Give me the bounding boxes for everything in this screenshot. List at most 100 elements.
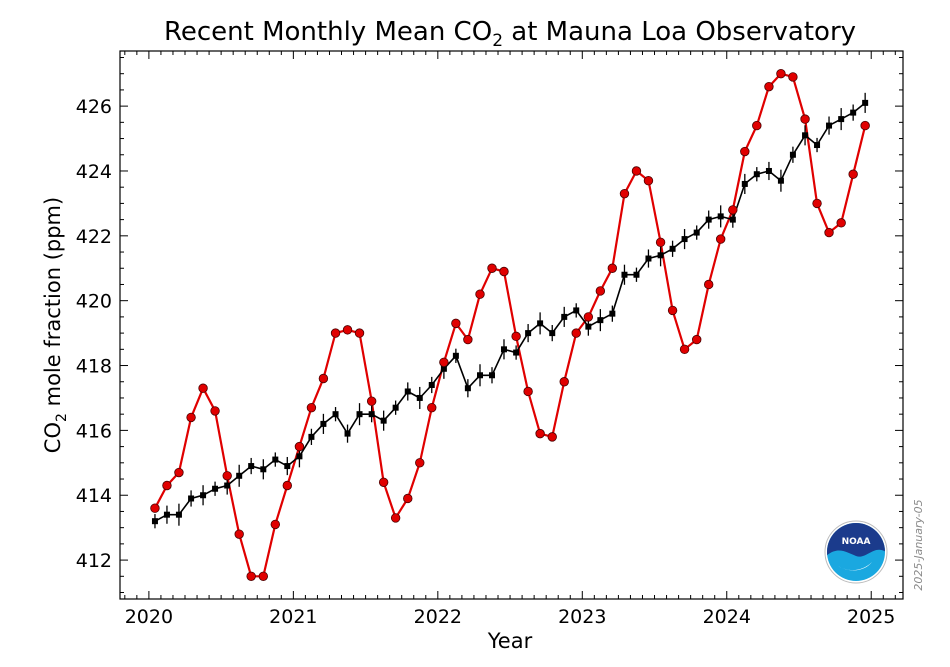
data-point-monthly-mean [619, 188, 630, 199]
data-point-seasonally-adjusted [212, 485, 219, 492]
data-point-seasonally-adjusted [681, 236, 688, 243]
data-point-seasonally-adjusted [802, 132, 809, 139]
data-point-monthly-mean [595, 286, 606, 296]
data-point-monthly-mean [643, 176, 654, 186]
data-point-monthly-mean [427, 402, 437, 413]
y-tick-label: 424 [76, 161, 112, 183]
data-point-seasonally-adjusted [332, 411, 339, 418]
data-point-monthly-mean [403, 493, 413, 504]
chart-title: Recent Monthly Mean CO2 at Mauna Loa Obs… [164, 17, 856, 51]
data-point-monthly-mean [198, 383, 208, 393]
data-point-monthly-mean [150, 503, 160, 513]
x-tick-label: 2022 [414, 606, 462, 628]
data-point-monthly-mean [463, 334, 473, 345]
data-point-seasonally-adjusted [320, 420, 327, 427]
data-point-seasonally-adjusted [669, 245, 676, 252]
data-point-seasonally-adjusted [368, 411, 375, 418]
data-point-seasonally-adjusted [814, 142, 821, 149]
data-point-seasonally-adjusted [296, 453, 303, 460]
data-point-monthly-mean [162, 480, 172, 491]
data-point-seasonally-adjusted [765, 167, 772, 174]
data-point-monthly-mean [848, 169, 858, 179]
x-tick-label: 2025 [847, 606, 895, 628]
y-tick-label: 414 [76, 485, 112, 507]
data-point-seasonally-adjusted [609, 310, 616, 317]
data-point-seasonally-adjusted [452, 352, 459, 359]
data-point-monthly-mean [776, 68, 786, 79]
data-point-monthly-mean [571, 328, 581, 338]
data-point-seasonally-adjusted [741, 180, 748, 187]
data-point-monthly-mean [270, 519, 280, 530]
plot-area [150, 68, 870, 582]
data-point-seasonally-adjusted [428, 381, 435, 388]
data-point-monthly-mean [499, 266, 509, 277]
x-tick-label: 2021 [269, 606, 317, 628]
data-point-seasonally-adjusted [789, 151, 796, 158]
data-point-monthly-mean [631, 166, 642, 176]
data-point-seasonally-adjusted [404, 388, 411, 395]
y-tick-label: 420 [76, 291, 112, 313]
data-point-monthly-mean [752, 120, 762, 131]
noaa-logo-text: NOAA [842, 537, 871, 547]
data-point-seasonally-adjusted [850, 109, 857, 116]
date-stamp: 2025-January-05 [912, 499, 925, 590]
data-point-monthly-mean [210, 406, 220, 416]
y-axis-label: CO2 mole fraction (ppm) [41, 197, 70, 453]
series-line-seasonally-adjusted [154, 102, 866, 522]
data-point-seasonally-adjusted [175, 511, 182, 518]
data-point-monthly-mean [655, 237, 666, 248]
data-point-monthly-mean [186, 412, 196, 423]
data-point-monthly-mean [342, 325, 353, 335]
data-point-monthly-mean [715, 234, 726, 244]
data-point-seasonally-adjusted [356, 411, 363, 418]
data-point-seasonally-adjusted [380, 417, 387, 424]
y-tick-label: 422 [76, 226, 112, 248]
data-point-seasonally-adjusted [573, 307, 580, 314]
data-point-seasonally-adjusted [151, 518, 158, 525]
x-tick-label: 2024 [703, 606, 751, 628]
data-point-seasonally-adjusted [753, 171, 760, 178]
data-point-monthly-mean [812, 198, 822, 209]
data-point-seasonally-adjusted [188, 495, 195, 502]
data-point-monthly-mean [800, 114, 810, 124]
data-point-monthly-mean [390, 513, 401, 523]
data-point-monthly-mean [306, 402, 317, 413]
data-point-seasonally-adjusted [200, 492, 207, 499]
data-point-monthly-mean [788, 72, 798, 82]
data-point-monthly-mean [703, 279, 714, 290]
data-point-monthly-mean [294, 441, 305, 452]
data-point-seasonally-adjusted [272, 456, 279, 463]
y-axis: 412 414 416 418 420 422 424 426 [76, 56, 903, 594]
data-point-seasonally-adjusted [645, 255, 652, 262]
data-point-monthly-mean [860, 120, 870, 131]
data-point-monthly-mean [318, 373, 329, 384]
data-point-seasonally-adjusted [464, 385, 471, 392]
data-point-seasonally-adjusted [344, 430, 351, 437]
data-point-seasonally-adjusted [657, 252, 664, 259]
data-point-monthly-mean [511, 331, 521, 342]
data-point-monthly-mean [836, 218, 846, 228]
data-point-seasonally-adjusted [597, 317, 604, 324]
data-point-monthly-mean [234, 529, 244, 539]
data-point-seasonally-adjusted [500, 346, 507, 353]
data-point-monthly-mean [679, 344, 690, 355]
data-point-monthly-mean [728, 205, 738, 215]
data-point-monthly-mean [330, 328, 341, 338]
data-point-seasonally-adjusted [392, 404, 399, 411]
data-point-monthly-mean [258, 571, 269, 582]
data-point-seasonally-adjusted [236, 472, 243, 479]
data-point-monthly-mean [824, 227, 834, 238]
data-point-seasonally-adjusted [826, 122, 833, 129]
data-point-monthly-mean [535, 428, 545, 439]
data-point-seasonally-adjusted [248, 463, 255, 470]
data-point-seasonally-adjusted [705, 216, 712, 223]
y-tick-label: 412 [76, 550, 112, 572]
series-line-monthly-mean [154, 72, 867, 578]
x-axis: 2020 2021 2022 2023 2024 2025 [124, 51, 896, 628]
data-point-monthly-mean [354, 328, 365, 338]
noaa-logo: NOAA [824, 520, 888, 584]
data-point-seasonally-adjusted [284, 463, 291, 470]
x-tick-label: 2023 [558, 606, 606, 628]
data-point-monthly-mean [523, 386, 533, 397]
